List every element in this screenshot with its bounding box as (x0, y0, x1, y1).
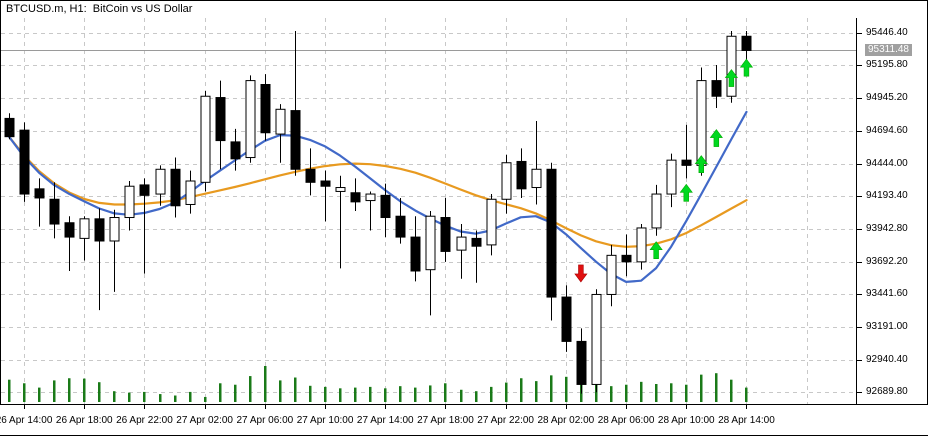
time-axis-tick (205, 405, 206, 409)
price-axis-label: 93441.60 (866, 288, 908, 300)
moving-average-slow-line (7, 135, 748, 248)
time-axis-tick (746, 405, 747, 409)
time-axis-label: 28 Apr 02:00 (537, 415, 595, 426)
time-axis-label: 28 Apr 14:00 (718, 415, 775, 426)
price-axis-tick (857, 360, 862, 361)
price-axis-tick (857, 392, 862, 393)
price-axis-label: 94193.40 (866, 190, 908, 202)
price-axis-tick (857, 294, 862, 295)
price-axis-label: 95446.40 (866, 26, 908, 38)
price-axis-tick (857, 164, 862, 165)
time-axis-tick (626, 405, 627, 409)
time-axis-tick (686, 405, 687, 409)
time-axis-label: 27 Apr 10:00 (296, 415, 354, 426)
price-axis-tick (857, 196, 862, 197)
time-axis-tick (265, 405, 266, 409)
time-axis-label: 26 Apr 18:00 (55, 415, 113, 426)
price-axis-tick (857, 131, 862, 132)
time-axis-label: 28 Apr 06:00 (597, 415, 655, 426)
price-axis-label: 93942.80 (866, 222, 908, 234)
price-axis-label: 94945.20 (866, 92, 908, 104)
axis-rule (0, 435, 928, 436)
time-axis-tick (506, 405, 507, 409)
chart-title: BTCUSD.m, H1: BitCoin vs US Dollar (6, 3, 193, 15)
time-axis-tick (566, 405, 567, 409)
price-axis-label: 94444.00 (866, 157, 908, 169)
time-axis-tick (24, 405, 25, 409)
price-scale[interactable]: 95446.40 95195.80 94945.20 94694.60 94444.00… (856, 18, 927, 404)
current-price-label: 95311.48 (865, 44, 912, 57)
chart-plot-area[interactable] (1, 18, 856, 404)
time-axis-tick (385, 405, 386, 409)
price-axis-label: 92689.80 (866, 386, 908, 398)
time-axis-tick (84, 405, 85, 409)
candlestick-series (4, 31, 752, 394)
time-axis-label: 27 Apr 14:00 (356, 415, 414, 426)
price-axis-label: 92940.40 (866, 353, 908, 365)
time-axis-label: 27 Apr 18:00 (417, 415, 474, 426)
time-axis-tick (445, 405, 446, 409)
volume-histogram (8, 366, 748, 402)
price-axis-tick (857, 65, 862, 66)
time-axis-label: 26 Apr 22:00 (116, 415, 173, 426)
time-axis-label: 27 Apr 22:00 (477, 415, 534, 426)
price-axis-tick (857, 33, 862, 34)
time-axis-label: 28 Apr 10:00 (657, 415, 715, 426)
time-axis-tick (325, 405, 326, 409)
price-axis-label: 95195.80 (866, 59, 908, 71)
chart-canvas (1, 18, 856, 404)
signal-arrows (574, 58, 754, 283)
time-axis-label: 27 Apr 06:00 (236, 415, 294, 426)
time-axis-label: 26 Apr 14:00 (0, 415, 53, 426)
price-axis-tick (857, 327, 862, 328)
price-axis-tick (857, 98, 862, 99)
price-axis-tick (857, 262, 862, 263)
price-axis-label: 93191.00 (866, 320, 908, 332)
time-axis-label: 27 Apr 02:00 (176, 415, 233, 426)
price-axis-label: 93692.20 (866, 255, 908, 267)
time-axis-tick (144, 405, 145, 409)
price-axis-tick (857, 229, 862, 230)
price-axis-label: 94694.60 (866, 124, 908, 136)
